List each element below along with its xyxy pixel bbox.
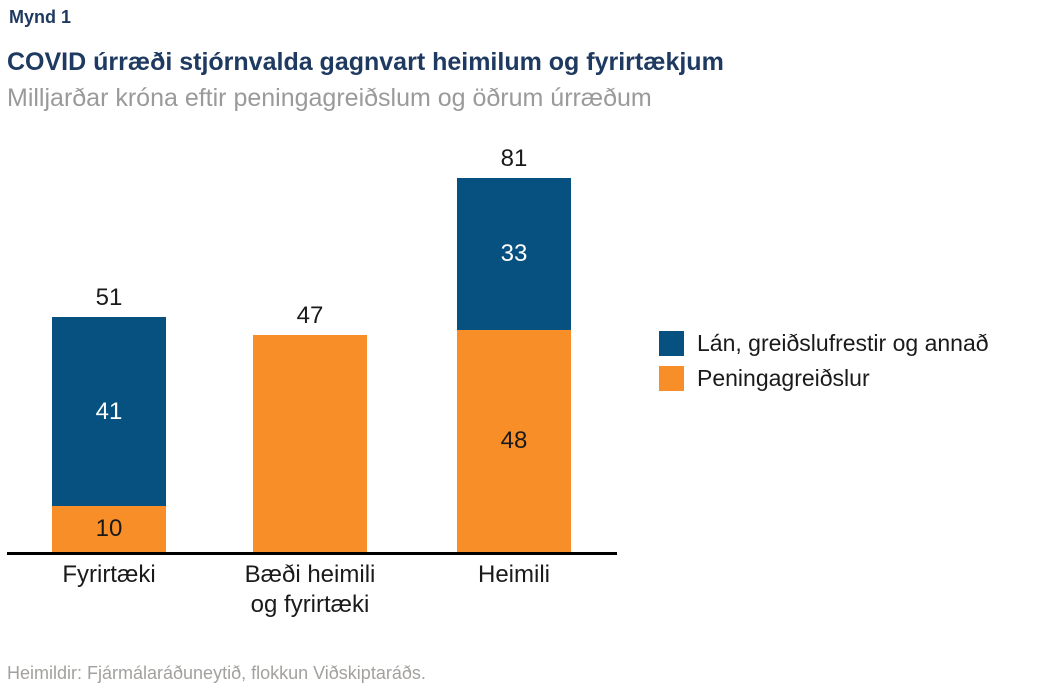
- page-title: COVID úrræði stjórnvalda gagnvart heimil…: [7, 48, 724, 76]
- page-subtitle: Milljarðar króna eftir peningagreiðslum …: [7, 84, 652, 112]
- bar-2: [253, 335, 367, 552]
- total-label: 47: [296, 302, 324, 329]
- legend-label: Peningagreiðslur: [697, 365, 870, 391]
- x-axis-line: [7, 552, 617, 555]
- category-label: Fyrirtæki: [62, 561, 156, 588]
- bar-segment: 10: [52, 506, 166, 552]
- legend-swatch-blue-icon: [659, 331, 684, 356]
- total-label: 51: [95, 284, 123, 311]
- category-label: Bæði heimili og fyrirtæki: [244, 561, 376, 618]
- bar-1: 41 10: [52, 317, 166, 552]
- bar-segment: 48: [457, 330, 571, 552]
- bar-segment: 41: [52, 317, 166, 506]
- bar-segment: [253, 335, 367, 552]
- legend-swatch-orange-icon: [659, 366, 684, 391]
- bar-3: 33 48: [457, 178, 571, 552]
- source-note: Heimildir: Fjármálaráðuneytið, flokkun V…: [7, 663, 426, 683]
- legend: Lán, greiðslufrestir og annað Peningagre…: [659, 330, 989, 400]
- figure-number: Mynd 1: [9, 7, 72, 27]
- legend-item-cash: Peningagreiðslur: [659, 365, 989, 392]
- category-label: Heimili: [478, 561, 550, 588]
- legend-item-loans: Lán, greiðslufrestir og annað: [659, 330, 989, 357]
- bar-segment: 33: [457, 178, 571, 330]
- legend-label: Lán, greiðslufrestir og annað: [697, 330, 989, 356]
- total-label: 81: [500, 145, 528, 172]
